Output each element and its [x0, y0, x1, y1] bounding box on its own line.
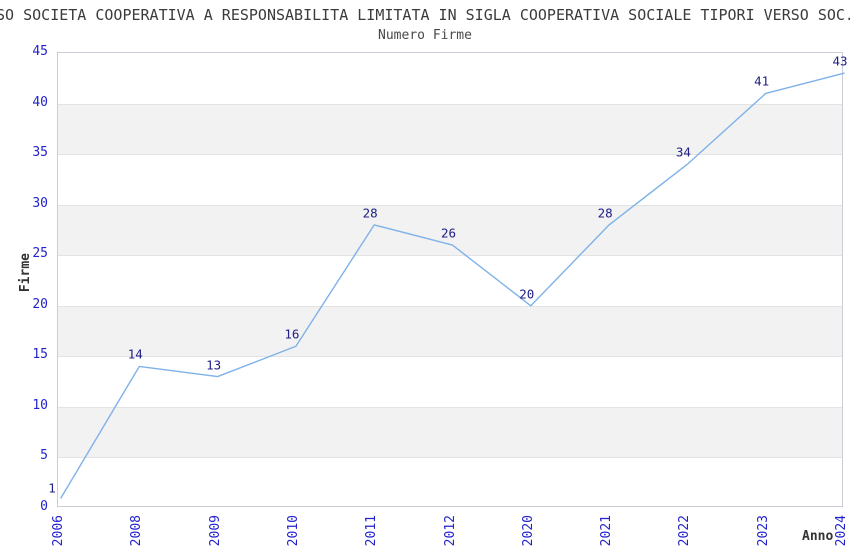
plot-band — [58, 305, 842, 357]
y-tick-label: 20 — [32, 296, 48, 312]
gridline — [58, 457, 842, 458]
data-point-label: 26 — [440, 225, 457, 241]
gridline — [58, 306, 842, 307]
y-tick-label: 15 — [32, 347, 48, 363]
gridline — [58, 205, 842, 206]
data-point-label: 13 — [206, 357, 222, 373]
gridline — [58, 154, 842, 155]
gridline — [58, 356, 842, 357]
data-point-label: 43 — [832, 53, 848, 69]
plot-band — [58, 406, 842, 458]
y-tick-label: 0 — [40, 499, 48, 514]
x-axis-title: Anno — [802, 529, 834, 544]
y-tick-label: 25 — [32, 246, 48, 262]
y-tick-label: 10 — [32, 397, 48, 413]
series-line — [60, 72, 845, 499]
y-tick-label: 5 — [40, 448, 48, 464]
data-point-label: 16 — [284, 326, 300, 342]
x-tick-label: 2009 — [207, 515, 223, 547]
plot-band — [58, 103, 842, 155]
plot-band — [58, 204, 842, 256]
y-tick-label: 40 — [32, 94, 48, 110]
x-tick-label: 2012 — [442, 515, 458, 547]
gridline — [58, 407, 842, 408]
series-line-layer — [60, 72, 845, 499]
data-point-label: 1 — [48, 480, 56, 496]
data-point-label: 14 — [127, 346, 143, 362]
chart-subtitle: Numero Firme — [378, 28, 472, 43]
plot-area — [57, 52, 845, 507]
data-point-label: 28 — [597, 205, 613, 221]
data-point-label: 28 — [362, 205, 378, 221]
x-tick-label: 2024 — [834, 515, 849, 547]
data-point-label: 41 — [754, 73, 770, 89]
x-tick-label: 2010 — [285, 515, 301, 547]
x-tick-label: 2021 — [599, 515, 615, 547]
gridline — [58, 104, 842, 105]
y-axis-title: Firme — [18, 253, 33, 293]
data-point-label: 20 — [519, 286, 535, 302]
chart-title: SO SOCIETA COOPERATIVA A RESPONSABILITA … — [0, 6, 850, 24]
data-point-label: 34 — [675, 144, 691, 160]
gridline — [58, 255, 842, 256]
x-tick-label: 2006 — [51, 515, 66, 547]
y-tick-label: 30 — [32, 195, 48, 211]
x-tick-label: 2022 — [677, 515, 693, 547]
x-tick-label: 2008 — [129, 515, 145, 547]
y-tick-label: 45 — [32, 44, 48, 59]
x-tick-label: 2023 — [755, 515, 771, 547]
x-tick-label: 2020 — [520, 515, 536, 547]
x-tick-label: 2011 — [364, 515, 380, 547]
y-tick-label: 35 — [32, 145, 48, 161]
